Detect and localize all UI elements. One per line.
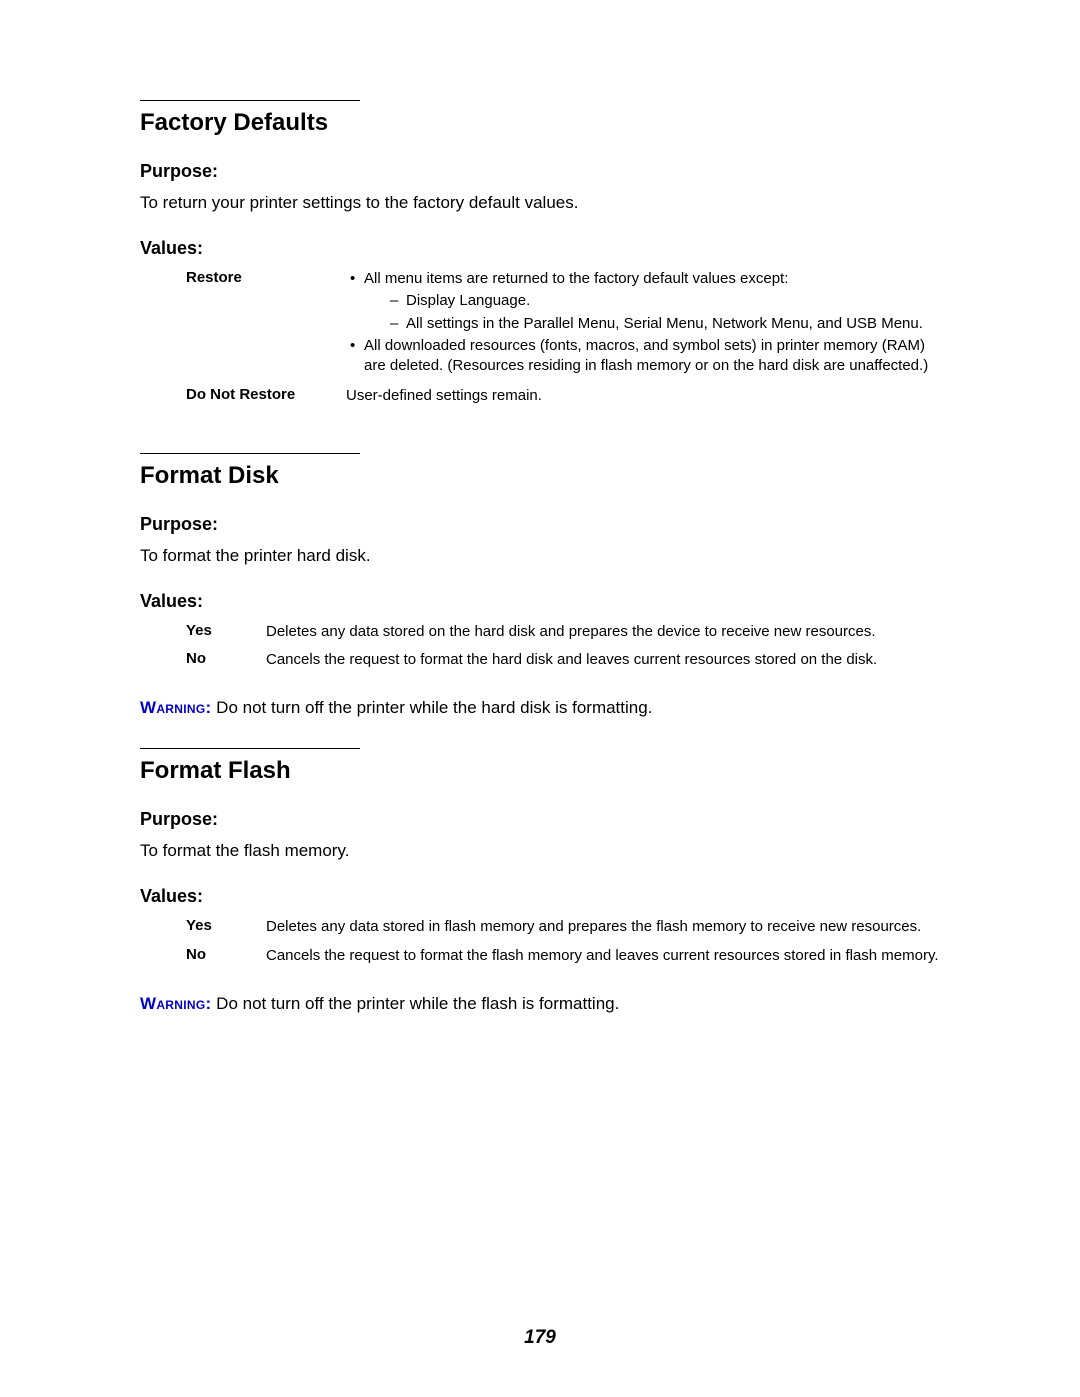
bullet-text: All menu items are returned to the facto… — [364, 270, 788, 287]
section-rule — [140, 748, 360, 749]
section-title-factory-defaults: Factory Defaults — [140, 109, 950, 137]
dash-item: Display Language. — [390, 291, 950, 311]
warning-label: Warning: — [140, 994, 211, 1013]
purpose-text: To return your printer settings to the f… — [140, 192, 950, 214]
values-heading: Values: — [140, 238, 950, 259]
value-description: Deletes any data stored in flash memory … — [266, 917, 950, 937]
value-label: Yes — [186, 917, 266, 934]
purpose-text: To format the flash memory. — [140, 840, 950, 862]
values-heading: Values: — [140, 886, 950, 907]
value-row-restore: Restore All menu items are returned to t… — [186, 269, 950, 378]
warning-line: Warning: Do not turn off the printer whi… — [140, 698, 950, 718]
value-label: No — [186, 946, 266, 963]
value-description: All menu items are returned to the facto… — [346, 269, 950, 378]
bullet-item: All downloaded resources (fonts, macros,… — [346, 336, 950, 377]
value-label: No — [186, 650, 266, 667]
value-row-yes: Yes Deletes any data stored in flash mem… — [186, 917, 950, 937]
section-rule — [140, 453, 360, 454]
purpose-heading: Purpose: — [140, 809, 950, 830]
document-page: Factory Defaults Purpose: To return your… — [0, 0, 1080, 1397]
section-title-format-disk: Format Disk — [140, 462, 950, 490]
warning-line: Warning: Do not turn off the printer whi… — [140, 994, 950, 1014]
bullet-list: All menu items are returned to the facto… — [346, 269, 950, 376]
bullet-text: All downloaded resources (fonts, macros,… — [364, 337, 928, 374]
warning-text: Do not turn off the printer while the ha… — [211, 698, 652, 717]
purpose-text: To format the printer hard disk. — [140, 545, 950, 567]
values-heading: Values: — [140, 591, 950, 612]
value-row-no: No Cancels the request to format the fla… — [186, 946, 950, 966]
values-block: Yes Deletes any data stored on the hard … — [186, 622, 950, 671]
dash-item: All settings in the Parallel Menu, Seria… — [390, 314, 950, 334]
page-number: 179 — [0, 1327, 1080, 1349]
section-title-format-flash: Format Flash — [140, 757, 950, 785]
value-label: Yes — [186, 622, 266, 639]
value-row-yes: Yes Deletes any data stored on the hard … — [186, 622, 950, 642]
warning-text: Do not turn off the printer while the fl… — [211, 994, 619, 1013]
value-description: Cancels the request to format the flash … — [266, 946, 950, 966]
purpose-heading: Purpose: — [140, 514, 950, 535]
value-row-do-not-restore: Do Not Restore User-defined settings rem… — [186, 386, 950, 406]
values-block: Restore All menu items are returned to t… — [186, 269, 950, 407]
value-row-no: No Cancels the request to format the har… — [186, 650, 950, 670]
bullet-item: All menu items are returned to the facto… — [346, 269, 950, 334]
values-block: Yes Deletes any data stored in flash mem… — [186, 917, 950, 966]
value-description: Cancels the request to format the hard d… — [266, 650, 950, 670]
dash-list: Display Language. All settings in the Pa… — [390, 291, 950, 334]
purpose-heading: Purpose: — [140, 161, 950, 182]
warning-label: Warning: — [140, 698, 211, 717]
value-label: Restore — [186, 269, 346, 286]
value-description: User-defined settings remain. — [346, 386, 950, 406]
value-label: Do Not Restore — [186, 386, 346, 403]
section-rule — [140, 100, 360, 101]
value-description: Deletes any data stored on the hard disk… — [266, 622, 950, 642]
